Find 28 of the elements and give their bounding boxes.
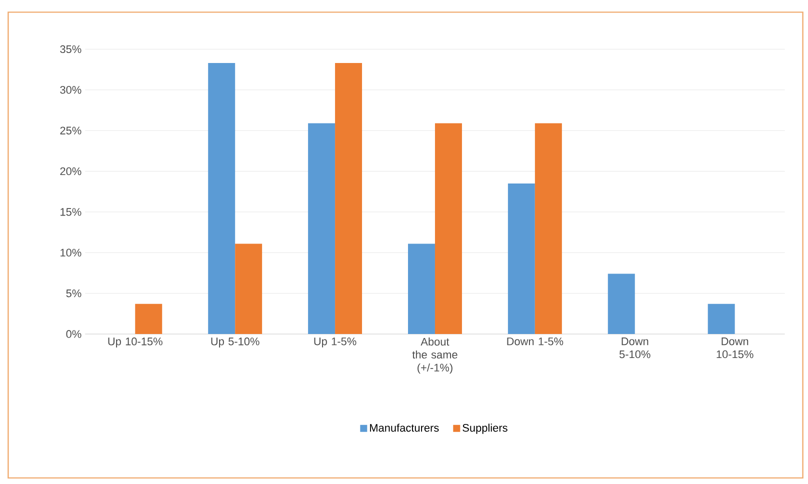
bar [508, 183, 535, 334]
y-tick-label: 35% [60, 45, 82, 53]
x-tick-label: Up 10-15% [108, 337, 162, 348]
bar [308, 123, 336, 334]
bar [135, 304, 162, 334]
x-tick-label: Up 1-5% [314, 337, 356, 348]
bar [335, 62, 362, 334]
y-tick-label: 10% [60, 248, 82, 256]
bar [608, 274, 635, 334]
legend-label: Suppliers [462, 424, 508, 434]
bar [708, 304, 735, 334]
y-tick-label: 5% [66, 289, 82, 298]
y-tick-label: 25% [60, 126, 82, 134]
y-tick-label: 0% [66, 330, 82, 338]
y-tick-label: 20% [60, 167, 82, 176]
bar [534, 123, 562, 334]
bar [235, 244, 262, 334]
bar [434, 123, 462, 334]
x-tick-label: Down 1-5% [507, 337, 564, 346]
x-tick-label: About the same (+/-1%) [412, 337, 458, 374]
y-tick-label: 30% [60, 86, 82, 94]
legend-label: Manufacturers [370, 424, 439, 432]
bar [208, 62, 236, 334]
x-tick-label: Down 10-15% [716, 337, 754, 358]
y-tick-label: 15% [60, 208, 82, 216]
x-tick-label: Down 5-10% [619, 337, 650, 358]
x-tick-label: Up 5-10% [211, 337, 260, 348]
bar [408, 244, 435, 334]
